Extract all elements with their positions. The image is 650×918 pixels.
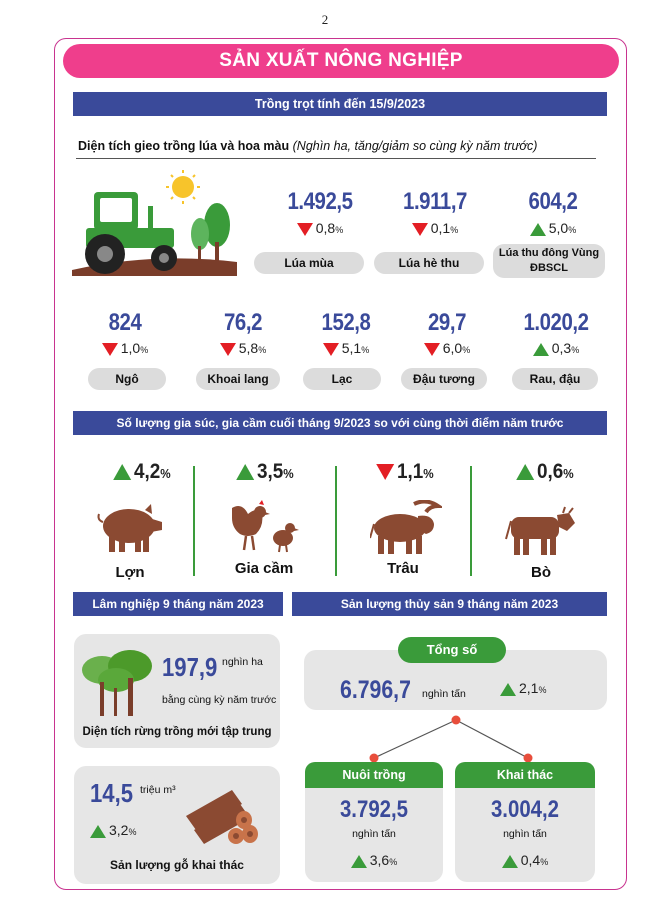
decrease-arrow-icon xyxy=(411,222,428,236)
crop-change-lac: 5,1% xyxy=(296,340,396,356)
crop-label-dau-tuong: Đậu tương xyxy=(401,368,487,390)
forest-area-label: Diện tích rừng trồng mới tập trung xyxy=(82,726,272,738)
wood-output-value: 14,5 xyxy=(90,778,134,808)
wood-output-unit: triệu m³ xyxy=(140,784,176,796)
livestock-label-pig: Lợn xyxy=(115,564,145,581)
crop-label-rau-dau: Rau, đậu xyxy=(512,368,598,390)
poultry-icon xyxy=(232,500,299,553)
fishery-total-change: 2,1% xyxy=(500,680,590,696)
decrease-arrow-icon xyxy=(376,464,395,481)
sun-icon xyxy=(166,170,200,204)
divider xyxy=(470,466,472,576)
crop-label-ngo: Ngô xyxy=(88,368,166,390)
crop-section-bar: Trồng trọt tính đến 15/9/2023 xyxy=(73,92,607,116)
aquaculture-value: 3.792,5 xyxy=(339,796,409,823)
crop-label-lua-he-thu: Lúa hè thu xyxy=(374,252,484,274)
livestock-label-poultry: Gia cầm xyxy=(234,560,294,577)
increase-arrow-icon xyxy=(516,464,535,481)
wood-output-change: 3,2% xyxy=(90,822,170,838)
crop-label-lac: Lạc xyxy=(303,368,381,390)
wood-output-label: Sản lượng gỗ khai thác xyxy=(110,858,244,872)
decrease-arrow-icon xyxy=(423,342,440,356)
capture-change: 0,4% xyxy=(455,852,595,868)
crop-value-lua-mua: 1.492,5 xyxy=(287,188,353,215)
crop-value-ngo: 824 xyxy=(108,309,142,336)
subtitle-divider xyxy=(76,158,596,160)
crop-value-rau-dau: 1.020,2 xyxy=(523,309,589,336)
crop-change-lua-he-thu: 0,1% xyxy=(385,220,485,236)
fishery-total-label: Tổng số xyxy=(398,637,506,663)
forestry-section-bar: Lâm nghiệp 9 tháng năm 2023 xyxy=(73,592,283,616)
livestock-label-buffalo: Trâu xyxy=(387,560,419,577)
increase-arrow-icon xyxy=(236,464,255,481)
increase-arrow-icon xyxy=(350,854,367,868)
forest-icon xyxy=(82,650,152,716)
aquaculture-label: Nuôi trồng xyxy=(305,762,443,788)
capture-value: 3.004,2 xyxy=(490,796,560,823)
logs-icon xyxy=(186,790,258,844)
livestock-change-cow: 0,6% xyxy=(496,460,595,484)
fishery-tree-connector xyxy=(369,715,533,763)
crop-value-dau-tuong: 29,7 xyxy=(427,309,467,336)
fishery-total-value: 6.796,7 xyxy=(340,676,411,704)
capture-label: Khai thác xyxy=(455,762,595,788)
crop-value-lac: 152,8 xyxy=(321,309,371,336)
crop-change-dau-tuong: 6,0% xyxy=(397,340,497,356)
divider xyxy=(335,466,337,576)
aquaculture-unit: nghìn tấn xyxy=(352,828,396,840)
crop-value-lua-thu-dong: 604,2 xyxy=(528,188,578,215)
crop-change-rau-dau: 0,3% xyxy=(506,340,606,356)
decrease-arrow-icon xyxy=(101,342,118,356)
tractor-icon xyxy=(72,170,237,276)
crop-value-lua-he-thu: 1.911,7 xyxy=(403,188,467,215)
increase-arrow-icon xyxy=(113,464,132,481)
increase-arrow-icon xyxy=(532,342,549,356)
crop-value-khoai-lang: 76,2 xyxy=(223,309,263,336)
increase-arrow-icon xyxy=(90,824,106,838)
crop-change-ngo: 1,0% xyxy=(75,340,175,356)
fishery-section-bar: Sản lượng thủy sản 9 tháng năm 2023 xyxy=(292,592,607,616)
page-number: 2 xyxy=(321,12,329,27)
forest-area-card xyxy=(74,634,280,748)
pig-icon xyxy=(97,504,162,552)
divider xyxy=(193,466,195,576)
crop-subtitle: Diện tích gieo trồng lúa và hoa màu (Ngh… xyxy=(78,139,538,153)
forest-area-note: bằng cùng kỳ năm trước xyxy=(162,694,277,706)
crop-change-khoai-lang: 5,8% xyxy=(193,340,293,356)
crop-change-lua-thu-dong: 5,0% xyxy=(503,220,603,236)
increase-arrow-icon xyxy=(529,222,546,236)
crop-change-lua-mua: 0,8% xyxy=(270,220,370,236)
crop-label-khoai-lang: Khoai lang xyxy=(196,368,280,390)
livestock-section-bar: Số lượng gia súc, gia cầm cuối tháng 9/2… xyxy=(73,411,607,435)
crop-label-lua-mua: Lúa mùa xyxy=(254,252,364,274)
page-title: SẢN XUẤT NÔNG NGHIỆP xyxy=(63,44,619,78)
increase-arrow-icon xyxy=(500,682,516,696)
content-frame xyxy=(54,38,627,890)
cow-icon xyxy=(505,506,575,555)
decrease-arrow-icon xyxy=(296,222,313,236)
livestock-change-poultry: 3,5% xyxy=(216,460,315,484)
forest-area-unit: nghìn ha xyxy=(222,656,263,668)
buffalo-icon xyxy=(370,500,442,554)
crop-label-lua-thu-dong: Lúa thu đông Vùng ĐBSCL xyxy=(493,244,605,278)
aquaculture-change: 3,6% xyxy=(305,852,443,868)
forest-area-value: 197,9 xyxy=(162,652,218,682)
livestock-change-buffalo: 1,1% xyxy=(356,460,455,484)
decrease-arrow-icon xyxy=(322,342,339,356)
livestock-label-cow: Bò xyxy=(531,564,551,581)
livestock-change-pig: 4,2% xyxy=(93,460,192,484)
decrease-arrow-icon xyxy=(219,342,236,356)
fishery-total-unit: nghìn tấn xyxy=(422,688,466,700)
capture-unit: nghìn tấn xyxy=(503,828,547,840)
increase-arrow-icon xyxy=(501,854,518,868)
